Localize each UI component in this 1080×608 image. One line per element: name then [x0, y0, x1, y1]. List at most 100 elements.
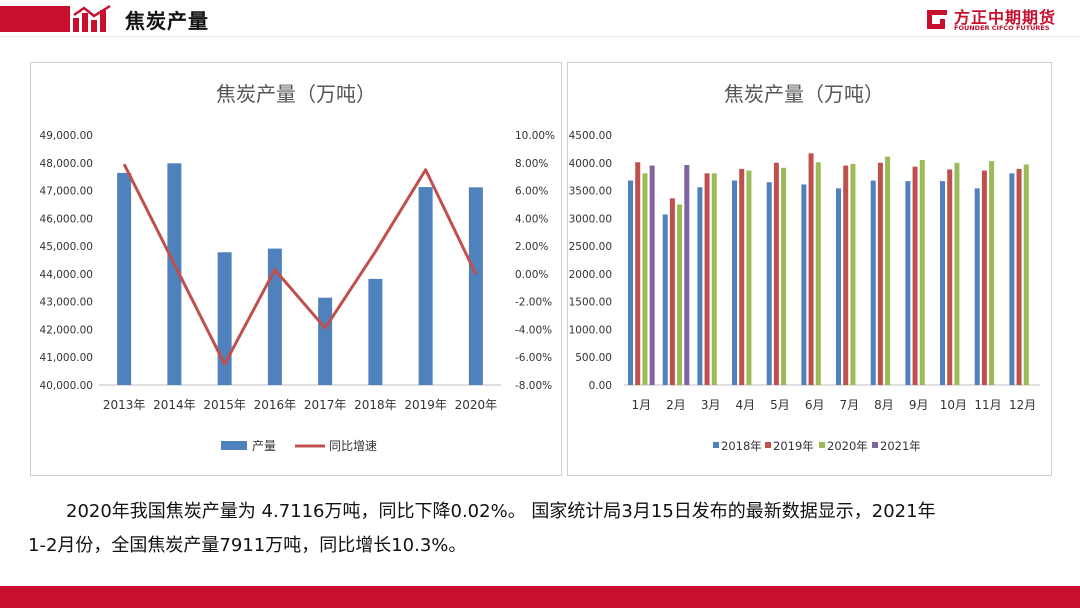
page-title: 焦炭产量 [125, 9, 209, 33]
bar-2019 [635, 162, 641, 385]
x-tick-label: 1月 [632, 398, 652, 412]
y2-tick-label: 10.00% [515, 130, 555, 142]
x-tick-label: 10月 [940, 398, 967, 412]
y-tick-label: 42,000.00 [40, 324, 93, 336]
bar-output [318, 297, 333, 385]
legend-swatch-2018 [713, 442, 719, 448]
summary-line-2: 1-2月份，全国焦炭产量7911万吨，同比增长10.3%。 [28, 535, 467, 556]
summary-line-1: 2020年我国焦炭产量为 4.7116万吨，同比下降0.02%。 国家统计局3月… [66, 501, 936, 522]
x-tick-label: 2018年 [354, 398, 397, 412]
bar-2020 [989, 161, 995, 385]
y-tick-label: 3500.00 [569, 186, 612, 198]
y-tick-label: 46,000.00 [40, 213, 93, 225]
brand-logo: 方正中期期货 FOUNDER CIFCO FUTURES [924, 4, 1074, 34]
bar-2019 [877, 162, 883, 385]
bar-2020 [919, 160, 925, 385]
bar-output [418, 187, 433, 385]
bar-2018 [870, 180, 876, 385]
monthly-output-chart-svg: 焦炭产量（万吨） 0.00 500.00 1000.00 1500.00 2000.00 2… [569, 82, 1040, 453]
annual-output-chart: 焦炭产量（万吨） 40,000.00 41,000.00 42,000.00 43,00… [30, 62, 562, 476]
legend-label-2021: 2021年 [880, 439, 921, 453]
footer-bar [0, 586, 1080, 608]
bar-2018 [801, 184, 807, 385]
y2-tick-label: -2.00% [515, 297, 552, 309]
summary-paragraph: 2020年我国焦炭产量为 4.7116万吨，同比下降0.02%。 国家统计局3月… [28, 495, 1048, 563]
bar-2019 [947, 169, 953, 385]
bar-output [117, 172, 132, 385]
bar-2018 [1009, 173, 1015, 385]
y2-tick-label: 4.00% [515, 213, 548, 225]
bar-2020 [885, 156, 891, 385]
y2-tick-label: 0.00% [515, 269, 548, 281]
bar-2018 [905, 181, 911, 385]
legend-swatch-2019 [765, 442, 771, 448]
chart-title: 焦炭产量（万吨） [724, 82, 884, 106]
legend-label-2018: 2018年 [721, 439, 762, 453]
y-tick-label: 49,000.00 [40, 130, 93, 142]
x-tick-label: 8月 [874, 398, 894, 412]
x-tick-label: 5月 [770, 398, 790, 412]
brand-name-en: FOUNDER CIFCO FUTURES [954, 24, 1050, 32]
bar-2018 [974, 188, 980, 385]
chart-title: 焦炭产量（万吨） [216, 82, 376, 106]
x-tick-label: 2016年 [254, 398, 297, 412]
bar-2020 [677, 204, 683, 385]
x-tick-label: 6月 [805, 398, 825, 412]
y-tick-label: 500.00 [575, 352, 612, 364]
header-bar: 焦炭产量 方正中期期货 FOUNDER CIFCO FUTURES [0, 0, 1080, 36]
bar-2018 [697, 187, 703, 385]
legend-label-2019: 2019年 [773, 439, 814, 453]
bar-2020 [815, 162, 821, 385]
y2-tick-label: -6.00% [515, 352, 552, 364]
x-tick-label: 2017年 [304, 398, 347, 412]
y-tick-label: 4000.00 [569, 158, 612, 170]
bar-2018 [836, 188, 842, 385]
bar-2020 [850, 163, 856, 385]
y-tick-label: 44,000.00 [40, 269, 93, 281]
bar-2019 [773, 162, 779, 385]
y-tick-label: 48,000.00 [40, 158, 93, 170]
bar-2019 [1016, 168, 1022, 385]
y-tick-label: 2500.00 [569, 241, 612, 253]
bar-2020 [954, 162, 960, 385]
bar-2020 [746, 170, 752, 385]
annual-output-chart-svg: 焦炭产量（万吨） 40,000.00 41,000.00 42,000.00 43,00… [40, 82, 556, 453]
bar-2021 [684, 165, 690, 385]
y2-tick-label: 6.00% [515, 186, 548, 198]
y-tick-label: 0.00 [589, 380, 612, 392]
legend-label-2020: 2020年 [827, 439, 868, 453]
monthly-output-chart: 焦炭产量（万吨） 0.00 500.00 1000.00 1500.00 2000.00 2… [567, 62, 1052, 476]
y-tick-label: 1000.00 [569, 324, 612, 336]
x-tick-label: 12月 [1009, 398, 1036, 412]
x-tick-label: 2014年 [153, 398, 196, 412]
legend-swatch-output [221, 441, 247, 450]
y-tick-label: 2000.00 [569, 269, 612, 281]
bar-2019 [843, 165, 849, 385]
y-tick-label: 47,000.00 [40, 186, 93, 198]
y-tick-label: 1500.00 [569, 297, 612, 309]
legend-swatch-2021 [872, 442, 878, 448]
y-tick-label: 45,000.00 [40, 241, 93, 253]
y2-tick-label: 2.00% [515, 241, 548, 253]
x-tick-label: 2015年 [203, 398, 246, 412]
x-tick-label: 2013年 [103, 398, 146, 412]
y2-tick-label: 8.00% [515, 158, 548, 170]
bar-2018 [940, 181, 946, 385]
x-tick-label: 11月 [974, 398, 1001, 412]
y2-tick-label: -8.00% [515, 380, 552, 392]
legend-swatch-2020 [819, 442, 825, 448]
x-tick-label: 2月 [666, 398, 686, 412]
y-tick-label: 40,000.00 [40, 380, 93, 392]
bar-2019 [739, 168, 745, 385]
bar-2018 [662, 214, 668, 385]
x-tick-label: 2019年 [404, 398, 447, 412]
bar-chart-trend-icon [73, 4, 111, 32]
bar-2019 [808, 153, 814, 385]
header-divider [0, 36, 1080, 37]
x-tick-label: 4月 [736, 398, 756, 412]
bar-2021 [649, 165, 655, 385]
legend-label-growth: 同比增速 [329, 439, 377, 453]
line-yoy-growth [122, 163, 478, 366]
bar-output [217, 252, 232, 385]
bar-2019 [981, 170, 987, 385]
